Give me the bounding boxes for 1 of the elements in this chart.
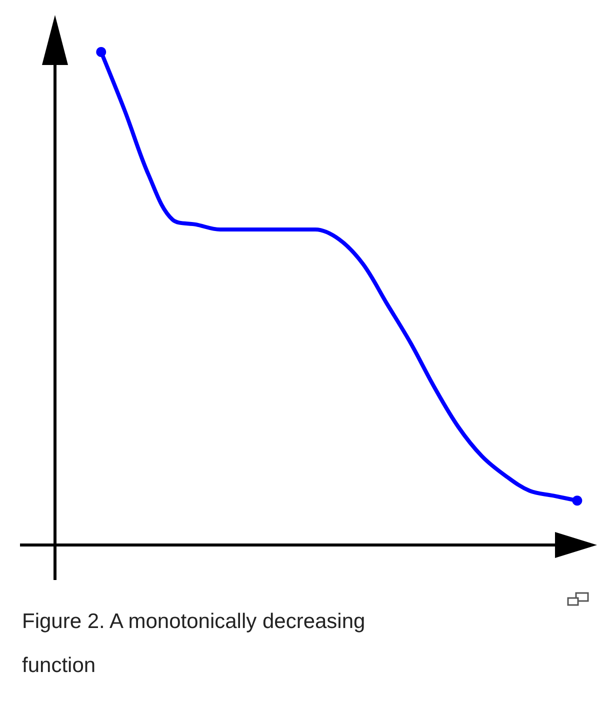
caption: Figure 2. A monotonically decreasing function (22, 609, 366, 679)
